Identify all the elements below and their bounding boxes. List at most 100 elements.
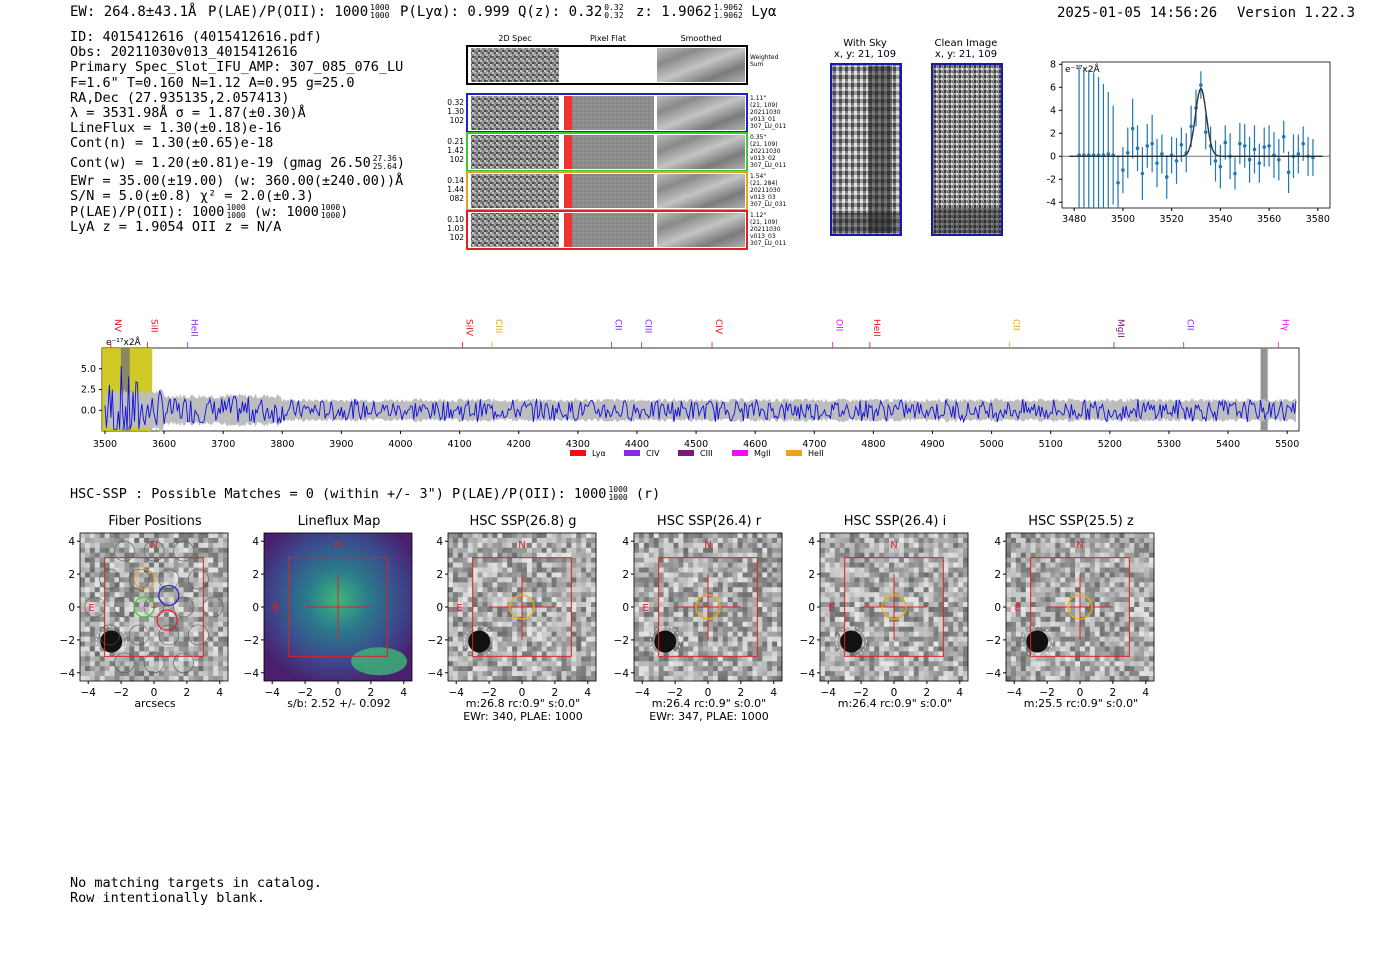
info-contw: Cont(w) = 1.20(±0.81)e-19 (gmag 26.50 27.…: [70, 153, 405, 171]
zoom-data-point: [1281, 134, 1286, 139]
zoom-data-point: [1262, 145, 1267, 149]
cutout-row-1-smoothed: [657, 135, 745, 169]
fiber-circle: [143, 540, 165, 562]
fiber-circle: [114, 540, 135, 562]
cutout-row-0-pixel-flat: [572, 96, 654, 130]
hsc-panel-1-north: N: [334, 540, 341, 551]
hsc-panel-2-pixels: [448, 533, 597, 682]
info-plae: P(LAE)/P(OII): 1000 1000 1000 (w: 1000 1000…: [70, 203, 349, 221]
full-xtick-label: 5300: [1157, 439, 1181, 450]
full-xtick-label: 3700: [211, 439, 235, 450]
col-title-flat: Pixel Flat: [590, 34, 626, 43]
hsc-panel-2-title: HSC SSP(26.8) g: [469, 514, 577, 529]
hsc-ytick-label: −4: [60, 668, 76, 680]
cutout-row-0-labels: 0.32 1.30 102: [447, 98, 464, 125]
header-plae: P(LAE)/P(OII): 1000 1000 1000: [208, 4, 389, 21]
zoom-data-point: [1223, 140, 1228, 145]
fiber-circle: [99, 568, 120, 590]
hsc-panel-5-source: [1026, 630, 1049, 653]
legend-swatch: [570, 450, 586, 456]
zoom-data-point: [1125, 151, 1130, 155]
cutout-row-0-meta: 1.11" (21, 109) 20211030 v013_01 307_LU_011: [750, 95, 787, 130]
info-lineflux: LineFlux = 1.30(±0.18)e-16: [70, 120, 282, 137]
full-spectrum-chart: 0.0 2.5 5.0 3500 3600 3700 3800 3900 4000 4100 420…: [81, 319, 1300, 458]
zoom-ytick-label: 6: [1050, 82, 1056, 93]
hsc-xtick-label: 0: [335, 687, 342, 699]
clean-image: [931, 63, 1003, 236]
full-xtick-label: 3500: [93, 439, 117, 450]
hsc-ytick-label: 0: [808, 602, 815, 614]
fiber-circle: [188, 624, 209, 646]
hsc-panel-3-image: N E 4 2 0 −2 −4 −4 −2 0 2 4: [614, 532, 783, 699]
header-plae-label: P(LAE)/P(OII): 1000: [208, 4, 369, 20]
zoom-data-point: [1150, 141, 1154, 146]
full-xtick-label: 3800: [270, 439, 294, 450]
hsc-xtick-label: 0: [705, 687, 712, 699]
zoom-data-point: [1145, 144, 1150, 148]
zoom-ytick-label: 2: [1050, 128, 1056, 139]
hsc-xtick-label: 4: [770, 687, 777, 699]
zoom-ytick-label: 0: [1050, 151, 1056, 162]
hsc-ytick-label: 2: [436, 569, 443, 581]
fiber-blue: [158, 584, 180, 607]
fiber-circle: [84, 596, 106, 618]
full-xtick-label: 4900: [920, 439, 944, 450]
full-zoom-window: [120, 348, 130, 431]
full-masked-region: [1260, 348, 1268, 431]
full-line-label: SiII: [149, 319, 159, 333]
fiber-circle: [143, 596, 165, 618]
weighted-sum-label: Weighted Sum: [750, 54, 779, 68]
hsc-panel-0-image: + N E 4 2 0 −2 −4 −4 −2 0 2 4: [60, 532, 229, 699]
full-xtick-label: 3600: [152, 439, 176, 450]
zoom-data-point: [1130, 126, 1135, 131]
hsc-panel-4-source-ring: [835, 626, 867, 657]
hsc-panel-0-source: [100, 630, 123, 653]
hsc-xtick-label: −4: [820, 687, 836, 699]
cutout-row-0-2dspec: [471, 96, 559, 130]
hsc-xtick-label: 0: [151, 687, 158, 699]
hsc-ytick-label: −4: [986, 668, 1002, 680]
info-block: ID: 4015412616 (4015412616.pdf) Obs: 202…: [70, 29, 405, 236]
fiber-circle: [202, 596, 224, 618]
hsc-panel-1-east: E: [272, 603, 278, 614]
info-radec: RA,Dec (27.935135,2.057413): [70, 89, 290, 106]
hsc-ytick-label: −4: [428, 668, 444, 680]
hsc-xtick-label: 4: [584, 687, 591, 699]
hsc-xtick-label: −2: [297, 687, 312, 699]
hsc-panel-3-caption: m:26.4 rc:0.9" s:0.0" EWr: 347, PLAE: 100…: [649, 697, 769, 723]
cutout-row-3-2dspec: [471, 213, 559, 247]
hsc-ytick-label: 2: [68, 569, 75, 581]
fiber-red: [156, 609, 178, 631]
header-plya: P(Lyα): 0.999: [400, 4, 510, 20]
full-line-label: HeII: [189, 319, 199, 337]
zoom-data-point: [1174, 159, 1179, 163]
hsc-ytick-label: −4: [800, 668, 816, 680]
zoom-data-point: [1116, 180, 1120, 185]
cutout-row-0-bad-column: [564, 96, 572, 130]
hsc-panel-1-image: N E 4 2 0 −2 −4 −4 −2 0 2 4: [244, 532, 413, 699]
full-line-label: CIII: [493, 319, 503, 333]
full-xtick-label: 5100: [1039, 439, 1063, 450]
hsc-panel-4-caption: m:26.4 rc:0.9" s:0.0": [837, 697, 953, 710]
zoom-data-point: [1199, 83, 1203, 87]
full-xtick-label: 5000: [980, 439, 1004, 450]
legend-label: MgII: [754, 449, 771, 458]
hsc-panel-1-caption: s/b: 2.52 +/- 0.092: [287, 697, 391, 710]
hsc-xtick-label: −4: [1006, 687, 1022, 699]
hsc-panel-2-source: [468, 630, 491, 653]
full-line-label: CII: [1010, 319, 1020, 331]
hsc-xtick-label: −2: [667, 687, 682, 699]
hsc-panel-1-title: Lineflux Map: [297, 514, 381, 529]
hsc-xtick-label: −4: [80, 687, 96, 699]
hsc-panel-0-caption: arcsecs: [134, 697, 176, 710]
hsc-panel-5-aperture-box: [1030, 557, 1130, 657]
zoom-ytick-label: 8: [1050, 59, 1056, 70]
full-xtick-label: 4100: [448, 439, 472, 450]
full-xtick-label: 4700: [802, 439, 826, 450]
cutout-row-3-smoothed: [657, 213, 745, 247]
hsc-panel-0-pixels: [80, 533, 229, 682]
zoom-data-point: [1135, 146, 1140, 151]
full-spectrum-line: [104, 365, 1297, 430]
legend-swatch: [732, 450, 748, 456]
hsc-panel-3-source: [654, 630, 677, 653]
